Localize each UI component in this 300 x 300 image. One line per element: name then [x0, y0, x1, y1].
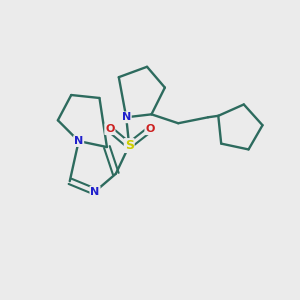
- Text: N: N: [74, 136, 83, 146]
- Text: O: O: [105, 124, 115, 134]
- Text: S: S: [125, 139, 134, 152]
- Text: O: O: [145, 124, 155, 134]
- Text: N: N: [122, 112, 131, 122]
- Text: N: N: [90, 187, 100, 196]
